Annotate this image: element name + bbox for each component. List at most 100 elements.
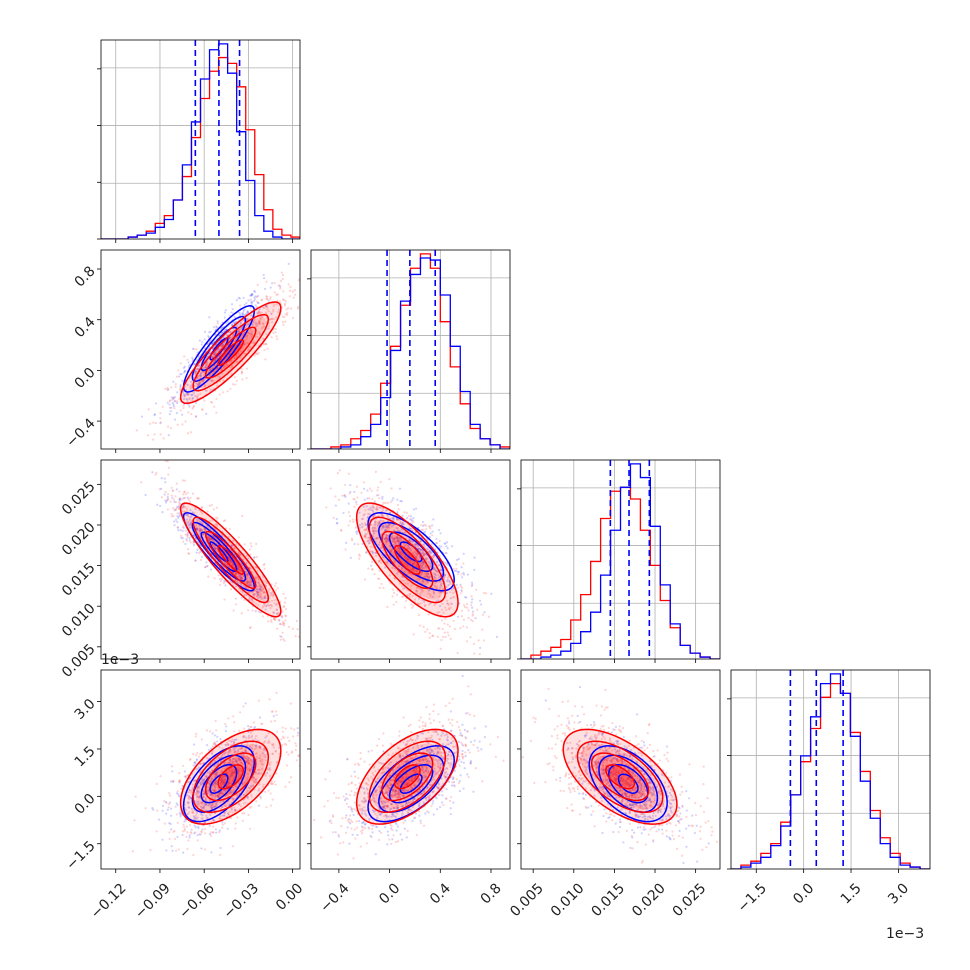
y-tick-label: 0.020 (59, 519, 99, 559)
sample-point-red (363, 578, 367, 581)
sample-point-red (268, 600, 271, 603)
sample-point-red (446, 576, 450, 579)
sample-point-red (413, 561, 416, 565)
sample-point-blue (201, 828, 204, 831)
sample-point-blue (188, 836, 191, 839)
sample-point-blue (425, 565, 428, 568)
sample-point-blue (202, 806, 206, 809)
sample-point-red (284, 313, 287, 316)
sample-point-blue (419, 548, 422, 552)
sample-point-red (304, 631, 306, 633)
sample-point-red (192, 404, 196, 408)
sample-point-red (189, 431, 193, 434)
sample-point-blue (334, 504, 337, 507)
sample-point-red (198, 525, 202, 528)
sample-point-blue (457, 570, 461, 574)
sample-point-blue (201, 533, 204, 536)
sample-point-red (253, 318, 256, 322)
sample-point-blue (180, 536, 183, 539)
sample-point-blue (203, 527, 206, 531)
sample-point-red (189, 541, 192, 544)
sample-point-blue (392, 537, 395, 541)
sample-point-blue (246, 572, 249, 576)
sample-point-red (197, 383, 200, 387)
sample-point-red (283, 298, 286, 302)
sample-point-red (254, 322, 257, 325)
sample-point-red (294, 293, 297, 296)
sample-point-red (426, 571, 429, 574)
sample-point-red (252, 594, 256, 597)
sample-point-red (256, 312, 259, 316)
sample-point-red (200, 529, 203, 532)
sample-point-blue (229, 749, 232, 752)
sample-point-red (269, 603, 273, 606)
sample-point-red (294, 635, 297, 638)
sample-point-blue (219, 783, 222, 786)
sample-point-blue (416, 552, 419, 556)
sample-point-red (443, 622, 446, 625)
sample-point-blue (214, 547, 218, 550)
sample-point-blue (237, 329, 240, 332)
sample-point-blue (296, 727, 299, 730)
sample-point-red (276, 310, 280, 314)
sample-point-red (363, 522, 367, 525)
sample-point-blue (229, 790, 232, 793)
sample-point-red (246, 583, 249, 586)
sample-point-blue (223, 311, 227, 314)
sample-point-red (302, 654, 304, 656)
sample-point-blue (201, 340, 204, 343)
sample-point-blue (446, 547, 449, 550)
sample-point-red (420, 571, 423, 574)
sample-point-red (263, 567, 266, 570)
sample-point-blue (200, 371, 203, 374)
sample-point-red (426, 575, 430, 578)
sample-point-blue (418, 561, 421, 565)
sample-point-red (378, 569, 381, 572)
contour-red (192, 516, 270, 604)
sample-point-red (350, 537, 353, 540)
sample-point-blue (429, 565, 432, 569)
sample-point-blue (396, 527, 399, 530)
sample-point-red (414, 543, 417, 546)
sample-point-blue (234, 585, 237, 588)
sample-point-blue (203, 338, 206, 341)
sample-point-blue (453, 569, 457, 572)
sample-point-blue (378, 521, 381, 524)
sample-point-red (385, 526, 389, 529)
sample-point-red (395, 536, 398, 540)
sample-point-blue (178, 811, 181, 814)
sample-point-red (304, 284, 306, 286)
sample-point-red (256, 283, 259, 286)
y-tick-label: 0.010 (59, 601, 99, 641)
sample-point-blue (478, 646, 482, 649)
sample-point-red (184, 420, 187, 423)
sample-point-red (429, 595, 432, 598)
sample-point-red (261, 298, 264, 301)
sample-point-red (221, 344, 224, 347)
sample-point-blue (227, 751, 230, 754)
sample-point-blue (207, 335, 210, 338)
sample-point-red (251, 599, 254, 602)
sample-point-blue (237, 582, 240, 585)
sample-point-red (255, 602, 258, 605)
sample-point-blue (230, 311, 233, 314)
sample-point-red (257, 577, 260, 580)
sample-point-blue (247, 786, 251, 790)
sample-point-blue (255, 587, 258, 591)
sample-point-blue (385, 539, 388, 542)
offset-label-y: 1e−3 (101, 652, 139, 668)
panel-content (140, 460, 306, 656)
sample-point-red (363, 535, 366, 538)
sample-point-red (407, 560, 410, 563)
sample-point-red (406, 565, 409, 568)
sample-point-blue (214, 781, 217, 784)
sample-point-blue (202, 779, 205, 782)
sample-point-red (248, 548, 251, 551)
sample-point-blue (173, 395, 177, 399)
sample-point-red (386, 501, 390, 505)
sample-point-blue (237, 757, 241, 760)
contour-red (217, 544, 245, 575)
sample-point-blue (257, 804, 261, 807)
sample-point-blue (255, 780, 258, 783)
sample-point-blue (177, 795, 181, 798)
